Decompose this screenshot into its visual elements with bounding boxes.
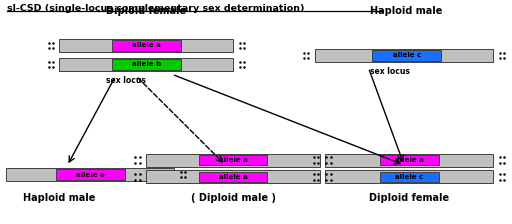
Bar — [199, 172, 267, 182]
Bar — [146, 170, 320, 183]
Text: allele a: allele a — [395, 157, 423, 163]
Text: allele a: allele a — [219, 157, 247, 163]
Bar — [325, 154, 494, 166]
Bar — [112, 40, 181, 51]
Text: Haploid male: Haploid male — [371, 6, 443, 16]
Text: allele a: allele a — [219, 174, 247, 180]
Text: allele b: allele b — [132, 61, 161, 67]
Text: allele a: allele a — [132, 42, 161, 48]
Text: allele a: allele a — [76, 172, 104, 178]
Bar — [6, 168, 174, 181]
Text: sex locus: sex locus — [370, 67, 410, 76]
Text: Diploid female: Diploid female — [369, 193, 449, 203]
Text: allele c: allele c — [395, 174, 423, 180]
Text: Haploid male: Haploid male — [23, 193, 96, 203]
Text: allele c: allele c — [393, 52, 421, 58]
Bar — [315, 49, 494, 62]
Bar — [372, 50, 441, 61]
Bar — [59, 39, 233, 52]
Text: Diploid female: Diploid female — [106, 6, 186, 16]
Bar — [59, 58, 233, 71]
Bar — [112, 59, 181, 69]
Text: ( Diploid male ): ( Diploid male ) — [190, 193, 275, 203]
Bar — [199, 155, 267, 165]
Bar — [325, 170, 494, 183]
Bar — [146, 154, 320, 166]
Bar — [380, 172, 439, 182]
Bar — [380, 155, 439, 165]
Text: sex locus: sex locus — [106, 76, 146, 85]
Text: sl-CSD (single-locus complementary sex determination): sl-CSD (single-locus complementary sex d… — [7, 4, 304, 13]
Bar — [56, 169, 124, 180]
